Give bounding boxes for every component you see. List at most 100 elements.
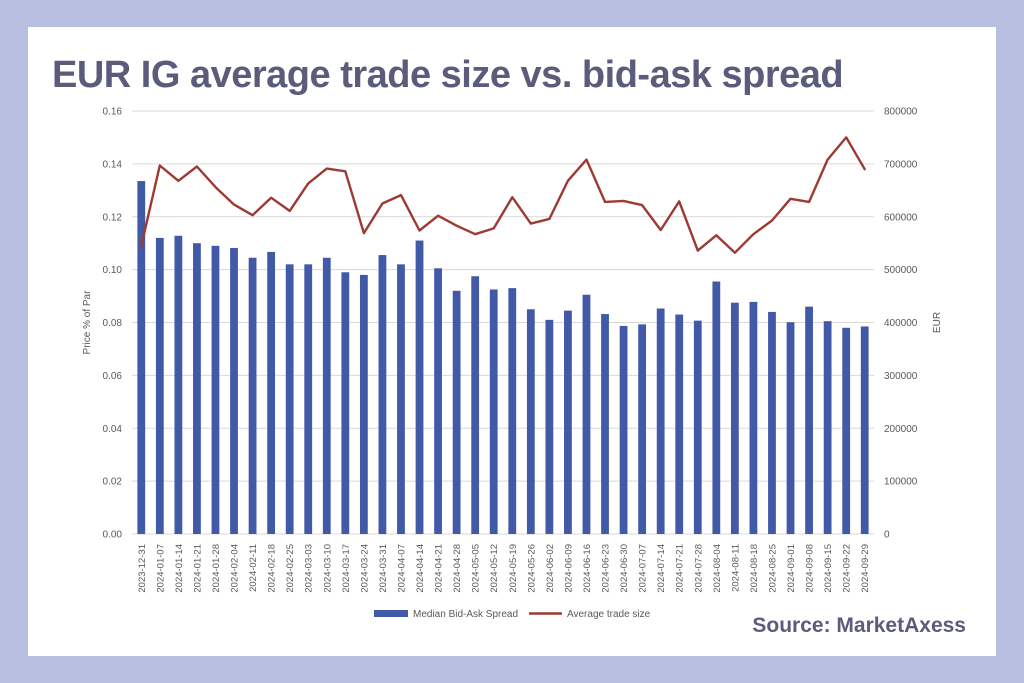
x-tick-label: 2024-07-14 [656, 544, 667, 593]
bar [823, 321, 832, 534]
bar [638, 324, 647, 534]
x-tick-label: 2024-04-21 [434, 544, 445, 593]
bar [471, 276, 480, 534]
x-tick-label: 2024-03-24 [359, 544, 370, 593]
x-tick-label: 2024-03-17 [341, 544, 352, 593]
x-tick-label: 2024-07-07 [638, 544, 649, 593]
x-tick-label: 2024-04-28 [452, 544, 463, 593]
x-tick-label: 2024-09-15 [823, 544, 834, 593]
bar [155, 237, 164, 534]
y-tick-label: 0.14 [103, 159, 123, 170]
x-tick-label: 2024-04-14 [415, 544, 426, 593]
x-tick-label: 2024-03-03 [304, 544, 315, 593]
bar [193, 243, 201, 534]
x-tick-label: 2024-05-19 [508, 544, 519, 593]
x-tick-label: 2024-01-21 [192, 544, 203, 593]
y-axis-title: Price % of Par [82, 290, 93, 355]
x-tick-label: 2024-04-07 [396, 544, 407, 593]
x-tick-label: 2024-02-18 [267, 544, 278, 593]
bar [842, 327, 851, 534]
bar [137, 181, 146, 534]
bar [378, 255, 387, 534]
x-tick-label: 2024-05-26 [526, 544, 537, 593]
bar [230, 247, 238, 535]
x-tick-label: 2024-06-23 [601, 544, 612, 593]
bar [508, 288, 517, 534]
legend-label-line: Average trade size [567, 609, 651, 620]
bar [768, 311, 776, 534]
legend-label-bar: Median Bid-Ask Spread [413, 609, 518, 620]
bar [619, 325, 628, 534]
y-tick-label: 0.16 [103, 107, 123, 118]
bar [304, 264, 313, 534]
x-tick-label: 2024-01-07 [155, 544, 166, 593]
y-tick-label: 0.06 [103, 371, 123, 382]
bar [248, 257, 257, 534]
legend-swatch-bar [374, 610, 408, 617]
y-tick-label: 0.04 [103, 424, 123, 435]
x-tick-label: 2024-09-01 [786, 544, 797, 593]
x-tick-label: 2024-06-30 [619, 544, 630, 593]
bar [359, 274, 368, 534]
bar [434, 268, 442, 534]
x-tick-label: 2024-02-11 [248, 544, 259, 592]
x-tick-label: 2024-05-12 [489, 544, 500, 593]
bar [693, 320, 702, 534]
bar [415, 240, 424, 534]
bar [675, 314, 684, 534]
x-tick-label: 2024-08-04 [712, 544, 723, 593]
chart-canvas: 0.00 0 0.02 100000 0.04 200000 0.06 300000 0.08 4… [82, 107, 943, 621]
bar [730, 302, 739, 534]
x-tick-label: 2024-08-11 [730, 544, 741, 592]
y2-tick-label: 200000 [884, 424, 918, 435]
bar [786, 322, 795, 534]
bar [656, 308, 665, 534]
x-tick-label: 2024-01-28 [211, 544, 222, 593]
source-credit: Source: MarketAxess [752, 614, 966, 637]
y2-tick-label: 100000 [884, 477, 918, 488]
bar [749, 301, 758, 534]
bar [211, 245, 220, 535]
y2-tick-label: 800000 [884, 107, 918, 118]
y2-axis-title: EUR [932, 312, 943, 333]
bar [267, 251, 276, 535]
bar [860, 326, 869, 534]
y2-tick-label: 600000 [884, 212, 918, 223]
x-tick-label: 2024-09-22 [842, 544, 853, 593]
bar [397, 264, 405, 534]
bar [322, 257, 331, 534]
y-tick-label: 0.10 [103, 265, 123, 276]
y2-tick-label: 0 [884, 530, 890, 541]
x-tick-label: 2024-08-18 [749, 544, 760, 593]
y2-tick-label: 700000 [884, 159, 918, 170]
y-tick-label: 0.00 [103, 530, 123, 541]
x-tick-label: 2024-01-14 [174, 544, 185, 593]
x-tick-label: 2024-03-10 [322, 544, 333, 593]
bar [285, 264, 294, 534]
y2-tick-label: 400000 [884, 318, 918, 329]
bar [452, 290, 461, 534]
y-tick-label: 0.02 [103, 477, 123, 488]
x-tick-label: 2024-06-02 [545, 544, 556, 593]
bar [582, 294, 591, 534]
x-tick-label: 2024-07-28 [693, 544, 704, 593]
bar [489, 289, 498, 534]
y2-tick-label: 500000 [884, 265, 918, 276]
x-tick-label: 2024-06-16 [582, 544, 593, 593]
x-tick-label: 2024-03-31 [378, 544, 389, 593]
bar [545, 319, 554, 534]
chart-panel: EUR IG average trade size vs. bid-ask sp… [28, 27, 996, 656]
y-tick-label: 0.08 [103, 318, 123, 329]
x-tick-label: 2024-02-25 [285, 544, 296, 593]
bar [526, 309, 535, 534]
line-series-average-trade-size [140, 136, 866, 254]
bar [805, 306, 813, 534]
bar [564, 310, 572, 534]
bar [712, 281, 721, 534]
y-tick-label: 0.12 [103, 212, 123, 223]
x-tick-label: 2024-02-04 [230, 544, 241, 593]
bar [341, 272, 350, 534]
x-tick-label: 2024-05-05 [471, 544, 482, 593]
y2-tick-label: 300000 [884, 371, 918, 382]
bar [174, 235, 183, 534]
